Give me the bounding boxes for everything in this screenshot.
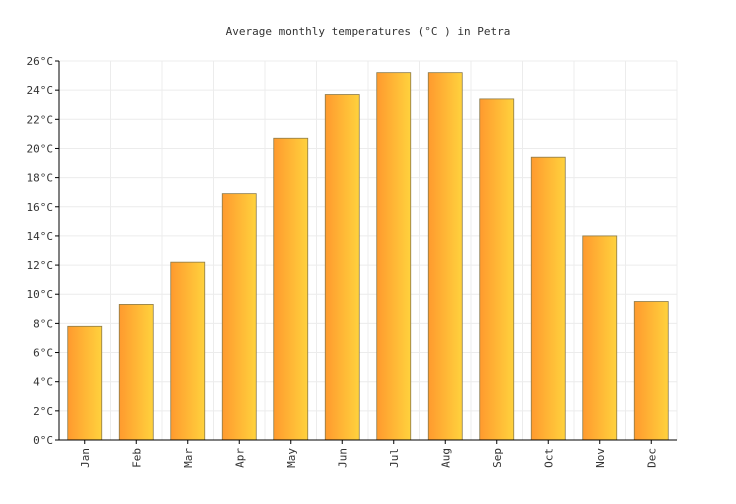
y-tick-label: 26°C xyxy=(27,55,54,68)
bar-nov xyxy=(582,235,618,441)
y-tick-label: 10°C xyxy=(27,288,54,301)
y-tick-label: 2°C xyxy=(33,405,53,418)
x-tick-label: Jul xyxy=(388,448,401,468)
y-tick-label: 6°C xyxy=(33,347,53,360)
bar-jun xyxy=(324,94,360,441)
bars xyxy=(67,72,669,441)
x-tick-label: Nov xyxy=(594,448,607,468)
x-tick-label: Jun xyxy=(336,448,349,468)
x-tick-label: Aug xyxy=(439,448,452,468)
y-tick-label: 22°C xyxy=(27,113,54,126)
bar-aug xyxy=(427,72,463,441)
y-tick-label: 24°C xyxy=(27,84,54,97)
grid-lines xyxy=(58,60,678,441)
bar-dec xyxy=(633,301,669,441)
x-tick-label: Jan xyxy=(79,448,92,468)
bar-jul xyxy=(376,72,412,441)
y-tick-label: 0°C xyxy=(33,434,53,447)
bar-jan xyxy=(67,325,103,441)
bar-apr xyxy=(221,193,257,441)
y-tick-labels: 0°C 2°C 4°C 6°C 8°C 10°C 12°C 14°C 16°C 18°C 20°C 2… xyxy=(27,55,54,447)
x-tick-label: Sep xyxy=(491,448,504,468)
y-tick-label: 4°C xyxy=(33,376,53,389)
bar-feb xyxy=(118,304,154,441)
chart-title: Average monthly temperatures (°C ) in Pe… xyxy=(226,25,511,38)
bar-mar xyxy=(170,261,206,441)
bar-may xyxy=(273,137,309,441)
y-tick-label: 20°C xyxy=(27,142,54,155)
x-tick-label: Oct xyxy=(542,448,555,468)
x-tick-labels: Jan Feb Mar Apr May Jun Jul Aug Sep Oct Nov Dec xyxy=(79,448,659,468)
bar-sep xyxy=(479,98,515,441)
x-tick-label: Dec xyxy=(645,448,658,468)
x-tick-label: May xyxy=(285,448,298,468)
x-tick-label: Feb xyxy=(130,448,143,468)
x-tick-label: Apr xyxy=(233,448,246,468)
y-tick-label: 12°C xyxy=(27,259,54,272)
y-tick-label: 18°C xyxy=(27,172,54,185)
x-tick-label: Mar xyxy=(182,448,195,468)
y-tick-label: 8°C xyxy=(33,317,53,330)
axes xyxy=(55,60,677,444)
bar-oct xyxy=(530,156,566,441)
y-tick-label: 16°C xyxy=(27,201,54,214)
y-tick-label: 14°C xyxy=(27,230,54,243)
